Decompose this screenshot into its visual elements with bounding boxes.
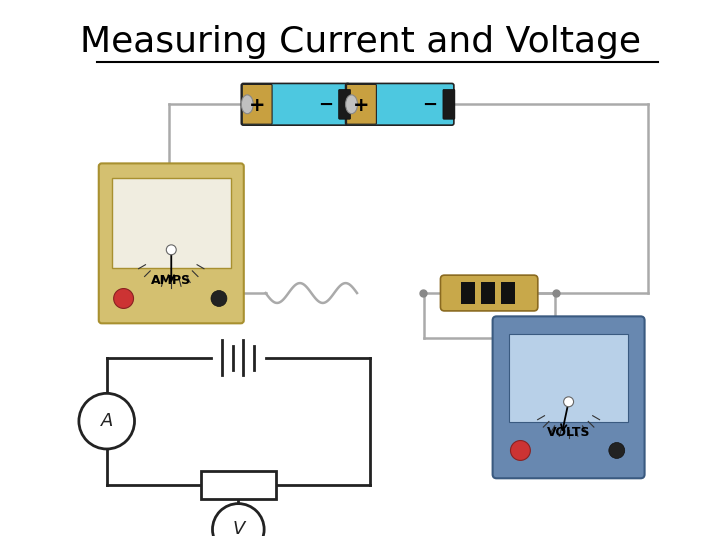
Bar [201, 471, 276, 498]
FancyBboxPatch shape [492, 316, 644, 478]
Ellipse shape [241, 95, 253, 114]
Bar [462, 282, 475, 304]
Circle shape [166, 245, 176, 255]
Circle shape [114, 288, 133, 308]
Circle shape [609, 442, 625, 458]
FancyBboxPatch shape [99, 164, 244, 323]
Ellipse shape [346, 95, 358, 114]
Bar [112, 178, 231, 268]
Text: AMPS: AMPS [151, 274, 192, 287]
Bar [501, 282, 515, 304]
Circle shape [212, 504, 264, 540]
FancyBboxPatch shape [346, 84, 454, 125]
FancyBboxPatch shape [443, 90, 455, 119]
Text: +: + [354, 96, 370, 115]
Text: +: + [249, 96, 266, 115]
Text: V: V [232, 521, 245, 538]
Text: −: − [423, 96, 438, 114]
Bar [481, 282, 495, 304]
Circle shape [510, 441, 531, 461]
Text: −: − [318, 96, 333, 114]
Text: A: A [101, 412, 113, 430]
Circle shape [79, 393, 135, 449]
FancyBboxPatch shape [243, 84, 272, 124]
Circle shape [564, 397, 574, 407]
Circle shape [211, 291, 227, 306]
FancyBboxPatch shape [441, 275, 538, 311]
Bar [509, 334, 628, 422]
FancyBboxPatch shape [241, 84, 350, 125]
FancyBboxPatch shape [346, 84, 377, 124]
Text: Measuring Current and Voltage: Measuring Current and Voltage [79, 25, 641, 59]
FancyBboxPatch shape [338, 90, 351, 119]
Text: VOLTS: VOLTS [547, 426, 590, 439]
